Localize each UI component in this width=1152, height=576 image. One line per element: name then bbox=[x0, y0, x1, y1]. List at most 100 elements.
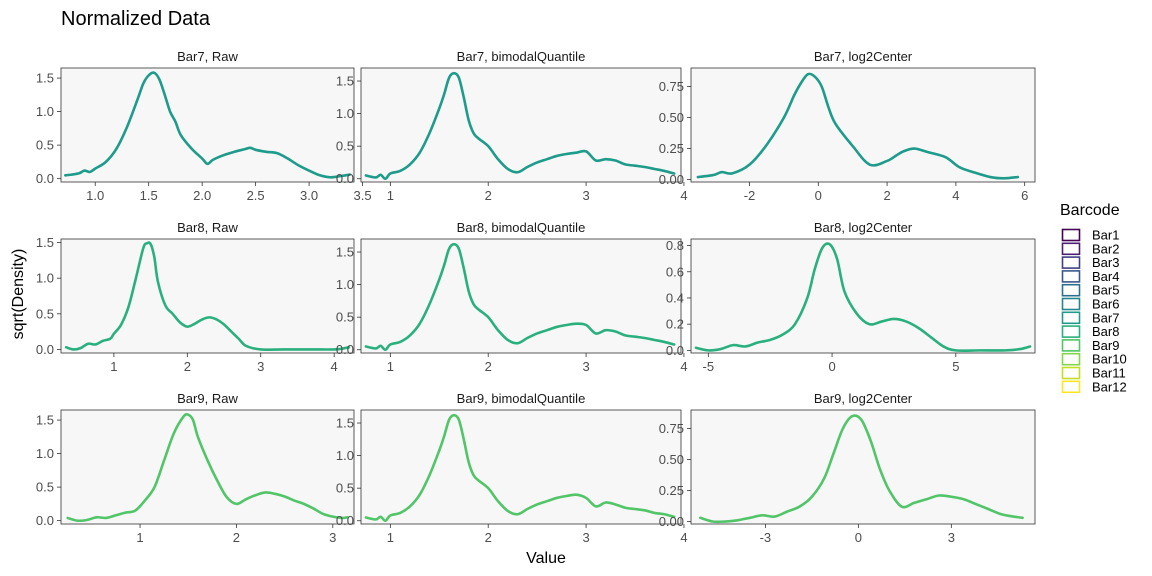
x-tick-label: -3 bbox=[760, 530, 772, 545]
x-tick-label: 0 bbox=[815, 188, 822, 203]
x-tick-label: 2 bbox=[883, 188, 890, 203]
facet-panel: Bar7, log2Center -2 0 2 4 6 0.00 0.25 0.50 0.75 bbox=[659, 49, 1036, 203]
x-tick-label: 3 bbox=[582, 359, 589, 374]
legend-key bbox=[1061, 297, 1081, 311]
legend-label: Bar6 bbox=[1092, 297, 1119, 312]
x-tick-label: 2 bbox=[485, 530, 492, 545]
panel-background bbox=[60, 238, 355, 354]
y-tick-label: 0.00 bbox=[659, 514, 684, 529]
x-tick-label: 0 bbox=[855, 530, 862, 545]
x-tick-label: 2 bbox=[485, 359, 492, 374]
y-tick-label: 1.5 bbox=[36, 413, 54, 428]
y-tick-label: 0.0 bbox=[666, 343, 684, 358]
y-tick-label: 0.0 bbox=[336, 171, 354, 186]
y-tick-label: 0.5 bbox=[36, 480, 54, 495]
y-tick-label: 1.0 bbox=[336, 106, 354, 121]
x-tick-label: 3 bbox=[257, 359, 264, 374]
x-tick-label: 4 bbox=[952, 188, 959, 203]
legend-label: Bar9 bbox=[1092, 338, 1119, 353]
y-tick-label: 0.5 bbox=[36, 138, 54, 153]
legend-item: Bar11 bbox=[1061, 366, 1126, 381]
legend-key bbox=[1061, 352, 1081, 366]
x-tick-label: 3.0 bbox=[300, 188, 318, 203]
legend-item: Bar12 bbox=[1061, 379, 1127, 394]
legend-label: Bar1 bbox=[1092, 228, 1119, 243]
facet-panel: Bar7, bimodalQuantile 1 2 3 4 0.0 0.5 1.0 1.5 bbox=[336, 49, 688, 203]
facet-strip-label: Bar9, Raw bbox=[177, 391, 238, 406]
y-tick-label: 0.5 bbox=[336, 139, 354, 154]
density-line bbox=[66, 412, 349, 523]
legend-item: Bar2 bbox=[1061, 241, 1119, 256]
y-tick-label: 1.5 bbox=[336, 74, 354, 89]
panel-background bbox=[690, 67, 1036, 183]
y-tick-label: 1.0 bbox=[36, 104, 54, 119]
legend-item: Bar8 bbox=[1061, 324, 1119, 339]
x-tick-label: 2 bbox=[184, 359, 191, 374]
x-tick-label: -2 bbox=[744, 188, 756, 203]
y-tick-label: 0.0 bbox=[336, 342, 354, 357]
legend-key bbox=[1061, 311, 1081, 325]
density-line bbox=[364, 413, 676, 523]
x-tick-label: 1 bbox=[387, 188, 394, 203]
legend-label: Bar4 bbox=[1092, 269, 1119, 284]
density-line bbox=[699, 414, 1024, 524]
x-tick-label: 6 bbox=[1021, 188, 1028, 203]
facet-panel: Bar9, bimodalQuantile 1 2 3 4 0.0 0.5 1.0 1.5 bbox=[336, 391, 688, 545]
facet-strip-label: Bar8, bimodalQuantile bbox=[457, 220, 586, 235]
legend-label: Bar12 bbox=[1092, 379, 1127, 394]
y-tick-label: 0.50 bbox=[659, 110, 684, 125]
y-tick-label: 0.0 bbox=[36, 171, 54, 186]
legend-key bbox=[1061, 228, 1081, 242]
legend-label: Bar10 bbox=[1092, 352, 1127, 367]
legend: Barcode Bar1Bar2Bar3Bar4Bar5Bar6Bar7Bar8… bbox=[1060, 202, 1127, 394]
y-tick-label: 0.75 bbox=[659, 79, 684, 94]
y-tick-label: 0.2 bbox=[666, 317, 684, 332]
legend-item: Bar7 bbox=[1061, 310, 1119, 325]
density-line bbox=[694, 242, 1032, 352]
legend-item: Bar9 bbox=[1061, 338, 1119, 353]
legend-key bbox=[1061, 283, 1081, 297]
facet-panel: Bar8, log2Center -5 0 5 0.0 0.2 0.4 0.6 0.8 bbox=[666, 220, 1036, 374]
legend-item: Bar1 bbox=[1061, 228, 1119, 243]
legend-item: Bar4 bbox=[1061, 269, 1119, 284]
facet-strip-label: Bar9, bimodalQuantile bbox=[457, 391, 586, 406]
panel-background bbox=[360, 67, 682, 183]
y-tick-label: 0.5 bbox=[336, 481, 354, 496]
y-tick-label: 0.0 bbox=[36, 342, 54, 357]
facet-strip-label: Bar8, Raw bbox=[177, 220, 238, 235]
y-tick-label: 0.5 bbox=[36, 306, 54, 321]
x-tick-label: 2 bbox=[485, 188, 492, 203]
density-line bbox=[63, 71, 352, 179]
legend-key bbox=[1061, 380, 1081, 394]
facet-strip-label: Bar7, log2Center bbox=[814, 49, 913, 64]
facet-strip-label: Bar8, log2Center bbox=[814, 220, 913, 235]
legend-key bbox=[1061, 270, 1081, 283]
x-tick-label: 4 bbox=[680, 359, 687, 374]
y-tick-label: 1.0 bbox=[336, 448, 354, 463]
facet-strip-label: Bar9, log2Center bbox=[814, 391, 913, 406]
y-tick-label: 1.5 bbox=[336, 416, 354, 431]
density-line bbox=[364, 242, 676, 352]
density-line bbox=[364, 71, 676, 181]
legend-item: Bar5 bbox=[1061, 283, 1119, 298]
x-tick-label: 3 bbox=[582, 188, 589, 203]
panel-background bbox=[690, 238, 1036, 354]
density-line bbox=[64, 241, 351, 351]
x-tick-label: 3 bbox=[948, 530, 955, 545]
y-tick-label: 0.5 bbox=[336, 310, 354, 325]
legend-label: Bar11 bbox=[1092, 366, 1126, 381]
legend-label: Bar7 bbox=[1092, 310, 1119, 325]
y-tick-label: 0.0 bbox=[36, 513, 54, 528]
x-tick-label: 2 bbox=[233, 530, 240, 545]
y-tick-label: 0.4 bbox=[666, 290, 684, 305]
legend-key bbox=[1061, 366, 1081, 380]
y-tick-label: 0.75 bbox=[659, 421, 684, 436]
y-tick-label: 1.0 bbox=[36, 271, 54, 286]
y-axis-title: sqrt(Density) bbox=[10, 249, 27, 340]
y-tick-label: 0.25 bbox=[659, 483, 684, 498]
y-tick-label: 0.0 bbox=[336, 513, 354, 528]
x-tick-label: 5 bbox=[952, 359, 959, 374]
